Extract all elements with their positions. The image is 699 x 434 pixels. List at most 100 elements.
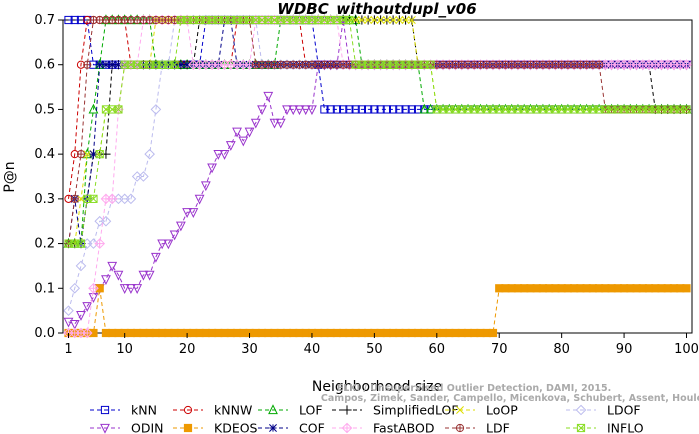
- series-ldof: [63, 14, 692, 316]
- data-point-knn-46: [345, 105, 354, 114]
- legend-marker-simplifiedlof: [342, 405, 352, 415]
- data-point-fastabod-8: [106, 193, 118, 205]
- series-line-loop: [68, 19, 687, 245]
- data-point-inflo-59: [426, 60, 435, 69]
- legend-item-ldf: LDF: [445, 421, 510, 434]
- y-tick-label-7: 0.7: [34, 13, 55, 28]
- data-point-cof-6: [95, 60, 104, 69]
- legend-item-ldof: LDOF: [566, 403, 641, 418]
- data-point-ldof-15: [150, 104, 162, 115]
- data-point-odin-11: [126, 284, 136, 295]
- data-point-odin-17: [163, 239, 174, 250]
- data-point-fastabod-4: [81, 327, 93, 339]
- legend-label-knn: kNN: [131, 403, 157, 418]
- data-point-knn-53: [389, 105, 398, 114]
- series-line-kdeos: [68, 287, 687, 334]
- legend-marker-inflo: [576, 423, 586, 433]
- data-point-odin-39: [300, 105, 311, 116]
- data-point-loop-56: [407, 16, 416, 24]
- data-point-odin-27: [225, 141, 236, 151]
- legend-marker-knn: [100, 405, 110, 415]
- data-point-ldf-86: [595, 60, 604, 69]
- x-tick-label-4: 40: [304, 342, 321, 357]
- x-tick-label-1: 10: [116, 342, 133, 357]
- series-simplifiedlof: [63, 15, 692, 249]
- data-point-odin-15: [150, 252, 161, 263]
- data-point-loop-54: [395, 16, 404, 24]
- legend-item-fastabod: FastABOD: [332, 421, 435, 434]
- legend-item-odin: ODIN: [90, 421, 164, 434]
- data-point-odin-19: [175, 221, 186, 232]
- data-point-knn-52: [382, 105, 391, 114]
- legend: kNN kNNW LOF SimplifiedLOF LoOP LDOF ODIN KDEOS…: [90, 403, 644, 434]
- watermark-line-1: ELKI / Unsupervised Outlier Detection, D…: [337, 383, 611, 394]
- data-point-knn-42: [320, 105, 329, 114]
- y-tick-label-3: 0.3: [34, 192, 55, 207]
- data-point-odin-7: [101, 275, 111, 286]
- data-point-knn-55: [401, 105, 410, 114]
- data-point-odin-21: [188, 208, 199, 218]
- data-point-inflo-18: [170, 60, 179, 69]
- data-point-lof-5: [88, 103, 99, 114]
- legend-marker-ldf: [455, 423, 465, 433]
- data-point-inflo-9: [114, 105, 123, 114]
- data-point-odin-13: [138, 270, 149, 281]
- data-point-odin-4: [82, 302, 93, 312]
- data-point-knn-48: [357, 105, 366, 114]
- legend-label-ldof: LDOF: [607, 403, 641, 418]
- data-point-fastabod-5: [88, 282, 99, 294]
- data-point-odin-31: [250, 118, 261, 129]
- data-point-knn-2: [70, 15, 79, 25]
- chart-title: WDBC_withoutdupl_v06: [277, 0, 476, 18]
- x-tick-label-7: 70: [491, 342, 508, 357]
- data-point-odin-30: [244, 127, 255, 138]
- data-point-knn-43: [326, 105, 335, 114]
- x-tick-label-5: 50: [366, 342, 383, 357]
- data-point-odin-10: [119, 284, 130, 295]
- data-point-odin-12: [132, 284, 143, 295]
- data-point-odin-5: [88, 293, 99, 303]
- legend-item-knn: kNN: [90, 403, 157, 418]
- data-point-cof-8: [108, 60, 117, 69]
- series-cof: [64, 16, 691, 248]
- data-point-kdeos-69: [488, 328, 498, 338]
- data-point-knn-45: [339, 105, 348, 114]
- series-line-cof: [68, 19, 687, 244]
- legend-label-kdeos: KDEOS: [214, 421, 258, 434]
- data-point-odin-36: [282, 105, 292, 116]
- data-point-knn-51: [376, 105, 385, 114]
- data-point-lof-59: [425, 103, 436, 114]
- series-loop: [64, 16, 691, 248]
- legend-item-cof: COF: [258, 421, 325, 434]
- data-point-inflo-3: [76, 239, 86, 248]
- x-tick-label-9: 90: [616, 342, 633, 357]
- data-point-loop-4: [83, 150, 92, 159]
- legend-item-inflo: INFLO: [566, 421, 644, 434]
- data-point-cof-7: [102, 60, 110, 69]
- legend-label-odin: ODIN: [131, 421, 164, 434]
- y-tick-label-4: 0.4: [34, 147, 55, 162]
- legend-marker-fastabod: [341, 422, 353, 434]
- data-point-ldf-3: [76, 150, 86, 159]
- y-tick-label-6: 0.6: [34, 58, 55, 73]
- legend-label-lof: LOF: [299, 403, 323, 418]
- legend-label-knnw: kNNW: [214, 403, 252, 418]
- data-point-odin-33: [263, 91, 274, 102]
- legend-label-loop: LoOP: [486, 403, 518, 418]
- data-point-ldof-13: [138, 171, 149, 182]
- legend-item-lof: LOF: [258, 403, 323, 418]
- data-point-knn-47: [351, 105, 360, 114]
- plot-area: [62, 14, 693, 339]
- data-point-odin-1: [63, 317, 74, 328]
- data-point-ldf-4: [83, 60, 92, 69]
- data-point-odin-16: [157, 239, 168, 250]
- data-point-knn-3: [76, 15, 86, 25]
- data-point-knn-50: [370, 105, 379, 114]
- x-tick-label-3: 30: [241, 342, 258, 357]
- data-point-odin-2: [69, 319, 80, 330]
- y-tick-label-5: 0.5: [34, 102, 55, 117]
- data-point-ldof-3: [75, 260, 87, 272]
- data-point-odin-18: [169, 230, 180, 241]
- data-point-odin-3: [76, 311, 86, 321]
